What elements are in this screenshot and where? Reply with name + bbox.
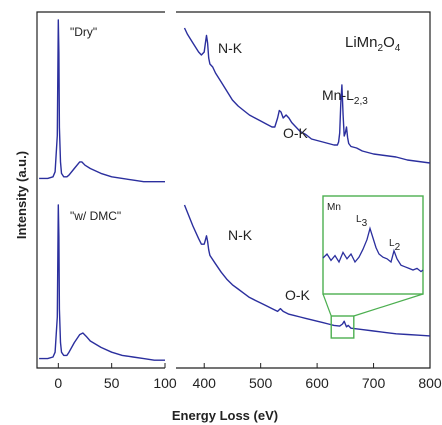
annot-dry-o-k: O-K — [283, 125, 309, 141]
compound-prefix: LiMn — [345, 34, 378, 51]
x-tick-label-low-loss-100: 100 — [153, 375, 177, 391]
series-lines — [39, 19, 431, 361]
annot-dmc-o-k: O-K — [285, 287, 311, 303]
inset-label-mn: Mn — [327, 202, 341, 213]
series-line-dmc-core-loss — [183, 204, 431, 337]
series-label-dmc: "w/ DMC" — [70, 209, 121, 223]
annot-dry-n-k: N-K — [218, 40, 243, 56]
series-line-dmc-low-loss — [39, 204, 165, 361]
annotation-group: N-K O-K Mn-L2,3 N-K O-K Mn L3 L2 — [218, 40, 424, 339]
x-tick-label-low-loss-0: 0 — [54, 375, 62, 391]
compound-sub2: 4 — [395, 43, 401, 54]
x-tick-label-low-loss-50: 50 — [104, 375, 120, 391]
inset-frame — [322, 195, 424, 295]
x-tick-label-core-loss-600: 600 — [305, 375, 329, 391]
x-tick-label-core-loss-400: 400 — [193, 375, 217, 391]
inset-trace — [322, 226, 424, 273]
compound-label: LiMn2O4 — [345, 34, 401, 54]
x-tick-label-core-loss-800: 800 — [418, 375, 442, 391]
annot-dmc-n-k: N-K — [228, 227, 253, 243]
tick-group: 0 50 100 400 500 600 700 800 — [54, 363, 442, 391]
inset-connector-right — [353, 293, 424, 317]
annot-dry-mn-l23: Mn-L2,3 — [322, 87, 368, 107]
panel-frames — [36, 11, 431, 369]
x-tick-label-core-loss-500: 500 — [249, 375, 273, 391]
low-loss-panel-frame — [36, 11, 165, 369]
compound-sub1: 2 — [378, 43, 384, 54]
compound-mid: O — [383, 34, 395, 51]
inset-zoom-box — [330, 315, 355, 339]
x-axis-title: Energy Loss (eV) — [172, 408, 278, 423]
inset-connector-left — [322, 293, 332, 317]
series-line-dry-core-loss — [183, 27, 431, 164]
series-line-dry-low-loss — [39, 19, 165, 183]
inset-label-l3: L3 — [356, 214, 368, 229]
inset-label-l2: L2 — [389, 238, 401, 253]
y-axis-title: Intensity (a.u.) — [14, 151, 29, 239]
x-tick-label-core-loss-700: 700 — [362, 375, 386, 391]
core-loss-panel-frame — [176, 11, 431, 369]
series-label-dry: "Dry" — [70, 25, 97, 39]
